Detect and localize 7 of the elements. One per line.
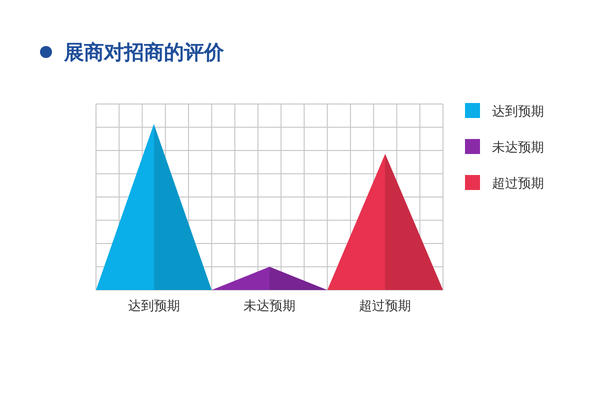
legend-label: 达到预期 bbox=[492, 104, 544, 120]
legend-label: 超过预期 bbox=[492, 176, 544, 192]
x-tick-label: 达到预期 bbox=[128, 299, 180, 314]
legend-label: 未达预期 bbox=[492, 140, 544, 156]
chart-title: 展商对招商的评价 bbox=[63, 40, 225, 64]
x-tick-label: 超过预期 bbox=[359, 299, 412, 314]
x-tick-label: 未达预期 bbox=[244, 299, 296, 314]
